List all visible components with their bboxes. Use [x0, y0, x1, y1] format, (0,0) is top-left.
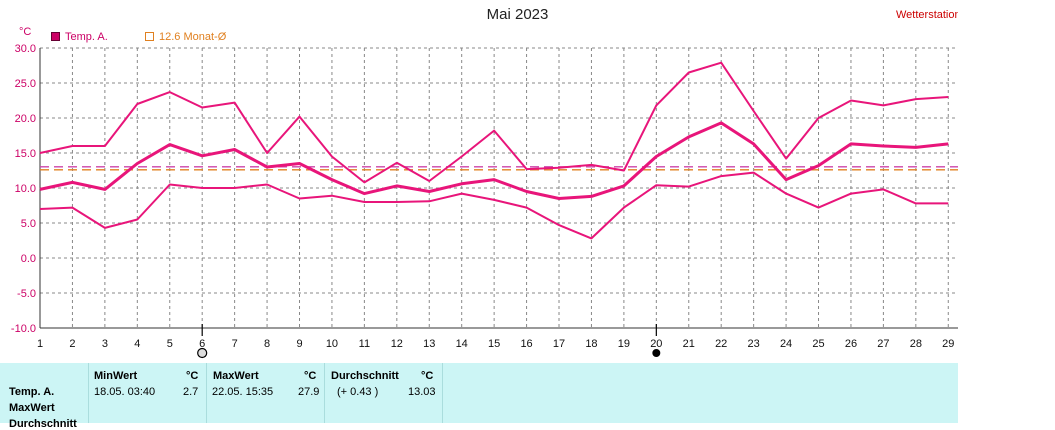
min-column: MinWert °C 18.05. 03:40 2.7	[88, 363, 206, 423]
max-timestamp: 22.05. 15:35	[212, 386, 274, 398]
y-tick-label: -5.0	[17, 288, 36, 300]
x-tick-label: 25	[812, 338, 824, 350]
x-tick-label: 28	[910, 338, 922, 350]
max-column: MaxWert °C 22.05. 15:35 27.9	[206, 363, 324, 423]
legend-label-temp: Temp. A.	[65, 31, 108, 43]
y-tick-label: 15.0	[15, 148, 36, 160]
x-tick-label: 19	[618, 338, 630, 350]
x-tick-label: 18	[585, 338, 597, 350]
x-tick-label: 10	[326, 338, 338, 350]
max-header: MaxWert	[213, 370, 259, 382]
x-tick-label: 15	[488, 338, 500, 350]
x-tick-label: 11	[359, 338, 370, 350]
row-label-durchschnitt: Durchschnitt	[9, 418, 77, 430]
min-timestamp: 18.05. 03:40	[94, 386, 156, 398]
x-tick-label: 13	[423, 338, 435, 350]
x-tick-label: 24	[780, 338, 792, 350]
avg-column: Durchschnitt °C (+ 0.43 ) 13.03	[324, 363, 443, 423]
x-tick-label: 3	[102, 338, 108, 350]
avg-unit: °C	[421, 370, 434, 382]
legend-item-temp: Temp. A.	[51, 31, 108, 43]
series-line-max	[39, 61, 949, 184]
y-tick-label: 20.0	[15, 113, 36, 125]
reference-lines	[40, 166, 958, 171]
x-tick-label: 6	[199, 338, 205, 350]
x-tick-label: 17	[553, 338, 565, 350]
x-tick-label: 26	[845, 338, 857, 350]
y-tick-label: 0.0	[21, 253, 36, 265]
x-tick-label: 8	[264, 338, 270, 350]
x-tick-label: 14	[456, 338, 468, 350]
data-series	[39, 61, 949, 240]
x-tick-label: 7	[232, 338, 238, 350]
min-value: 2.7	[183, 386, 199, 398]
y-tick-label: 5.0	[21, 218, 36, 230]
station-label: Wetterstation	[896, 9, 958, 21]
x-tick-label: 2	[69, 338, 75, 350]
legend-item-monthly-avg: 12.6 Monat-Ø	[145, 31, 226, 43]
series-line-mean	[39, 121, 949, 200]
x-tick-label: 22	[715, 338, 727, 350]
x-tick-label: 20	[650, 338, 662, 350]
row-label-temp: Temp. A.	[9, 386, 55, 398]
x-tick-label: 16	[520, 338, 532, 350]
min-header: MinWert	[94, 370, 138, 382]
y-tick-label: -10.0	[11, 323, 36, 335]
chart-title: Mai 2023	[486, 6, 549, 23]
y-axis-unit: °C	[19, 26, 32, 38]
y-axis-tick-labels: -10.0 -5.0 0.0 5.0 10.0 15.0 20.0 25.0 30.0	[11, 43, 36, 335]
open-circle-icon	[197, 347, 208, 359]
day-markers	[197, 324, 662, 359]
legend-label-monthly-avg: 12.6 Monat-Ø	[159, 31, 227, 43]
avg-value: 13.03	[408, 386, 436, 398]
legend-swatch-temp	[51, 32, 60, 41]
station-label-container: Wetterstation	[896, 5, 958, 21]
y-tick-label: 10.0	[15, 183, 36, 195]
series-line-min	[39, 171, 949, 240]
x-tick-label: 4	[134, 338, 140, 350]
avg-delta: (+ 0.43 )	[337, 386, 379, 398]
x-tick-label: 27	[877, 338, 889, 350]
x-axis-tick-labels: 1 2 3 4 5 6 7 8 9 10 11 12 13 14 15 16 17 18 19 20 21 22 23 24 2…	[37, 338, 954, 350]
y-tick-label: 30.0	[15, 43, 36, 55]
x-tick-label: 9	[296, 338, 302, 350]
avg-header: Durchschnitt	[331, 370, 399, 382]
x-tick-label: 29	[942, 338, 954, 350]
x-tick-label: 5	[167, 338, 173, 350]
max-value: 27.9	[298, 386, 320, 398]
x-tick-label: 1	[37, 338, 43, 350]
max-unit: °C	[304, 370, 317, 382]
chart-grid	[39, 47, 958, 329]
x-tick-label: 12	[391, 338, 403, 350]
filled-circle-icon	[651, 348, 662, 358]
summary-table: Temp. A. MaxWert Durchschnitt MinWert °C…	[0, 363, 958, 430]
y-tick-label: 25.0	[15, 78, 36, 90]
legend-swatch-monthly-avg	[145, 32, 154, 41]
min-unit: °C	[186, 370, 199, 382]
row-label-maxwert: MaxWert	[9, 402, 55, 414]
x-tick-label: 21	[683, 338, 695, 350]
x-tick-label: 23	[748, 338, 760, 350]
